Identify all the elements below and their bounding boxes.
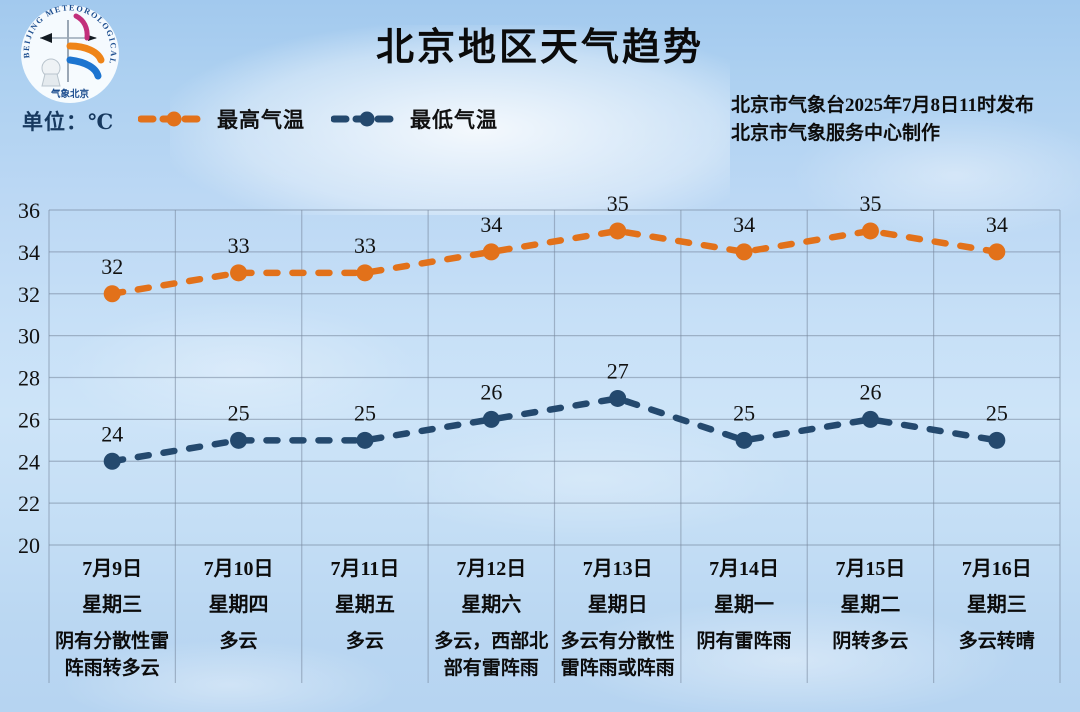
- min-temp-data-point: [482, 410, 500, 428]
- source-line-2: 北京市气象服务中心制作: [731, 123, 941, 144]
- max-temp-value-label: 34: [986, 212, 1008, 237]
- min-temp-value-label: 25: [228, 400, 250, 425]
- max-temp-data-point: [103, 285, 121, 303]
- max-temp-data-point: [356, 264, 374, 282]
- max-temp-data-point: [861, 222, 879, 240]
- y-axis-tick-label: 36: [18, 198, 40, 223]
- min-temp-value-label: 25: [986, 400, 1008, 425]
- min-temp-value-label: 25: [354, 400, 376, 425]
- max-temp-data-point: [230, 264, 248, 282]
- max-temp-data-point: [735, 243, 753, 261]
- unit-label: 单位：℃: [22, 110, 115, 134]
- max-temp-value-label: 32: [101, 254, 123, 279]
- legend-item-min-temp: 最低气温: [331, 104, 498, 134]
- min-temp-value-label: 27: [607, 358, 629, 383]
- y-axis-tick-label: 26: [18, 407, 40, 432]
- legend-label-max-temp: 最高气温: [217, 108, 305, 132]
- y-axis-tick-label: 24: [18, 449, 40, 474]
- max-temp-value-label: 35: [607, 191, 629, 216]
- min-temp-data-point: [230, 431, 248, 449]
- max-temp-data-point: [482, 243, 500, 261]
- min-temp-data-point: [356, 431, 374, 449]
- min-temp-data-point: [988, 431, 1006, 449]
- legend-item-max-temp: 最高气温: [138, 104, 305, 134]
- source-info: 北京市气象台2025年7月8日11时发布 北京市气象服务中心制作: [731, 92, 1034, 148]
- legend-label-min-temp: 最低气温: [410, 108, 498, 132]
- y-axis-tick-label: 34: [18, 240, 40, 265]
- y-axis-tick-label: 22: [18, 491, 40, 516]
- min-temp-data-point: [735, 431, 753, 449]
- min-temp-data-point: [609, 389, 627, 407]
- min-temp-data-point: [103, 452, 121, 470]
- max-temp-value-label: 33: [228, 233, 250, 258]
- y-axis-tick-label: 28: [18, 366, 40, 391]
- min-temp-value-label: 26: [859, 379, 881, 404]
- max-temp-value-label: 35: [859, 191, 881, 216]
- min-temp-value-label: 26: [480, 379, 502, 404]
- chart-legend: 最高气温 最低气温: [138, 104, 498, 134]
- min-temp-value-label: 25: [733, 400, 755, 425]
- y-axis-tick-label: 32: [18, 282, 40, 307]
- min-temp-line-swatch-icon: [331, 111, 403, 127]
- max-temp-value-label: 34: [733, 212, 755, 237]
- logo-bottom-text: 气象北京: [50, 88, 90, 100]
- page-title: 北京地区天气趋势: [375, 27, 704, 69]
- max-temp-value-label: 34: [480, 212, 502, 237]
- min-temp-line: [108, 395, 1001, 465]
- y-axis-tick-label: 30: [18, 324, 40, 349]
- source-line-1: 北京市气象台2025年7月8日11时发布: [731, 95, 1034, 116]
- min-temp-data-point: [861, 410, 879, 428]
- max-temp-value-label: 33: [354, 233, 376, 258]
- y-axis-tick-label: 20: [18, 533, 40, 558]
- max-temp-data-point: [988, 243, 1006, 261]
- max-temp-data-point: [609, 222, 627, 240]
- max-temp-line: [108, 227, 1001, 297]
- meteorological-service-logo-icon: BEIJING METEOROLOGICAL SERVICE 气象北京: [18, 2, 119, 103]
- min-temp-value-label: 24: [101, 421, 123, 446]
- max-temp-line-swatch-icon: [138, 111, 210, 127]
